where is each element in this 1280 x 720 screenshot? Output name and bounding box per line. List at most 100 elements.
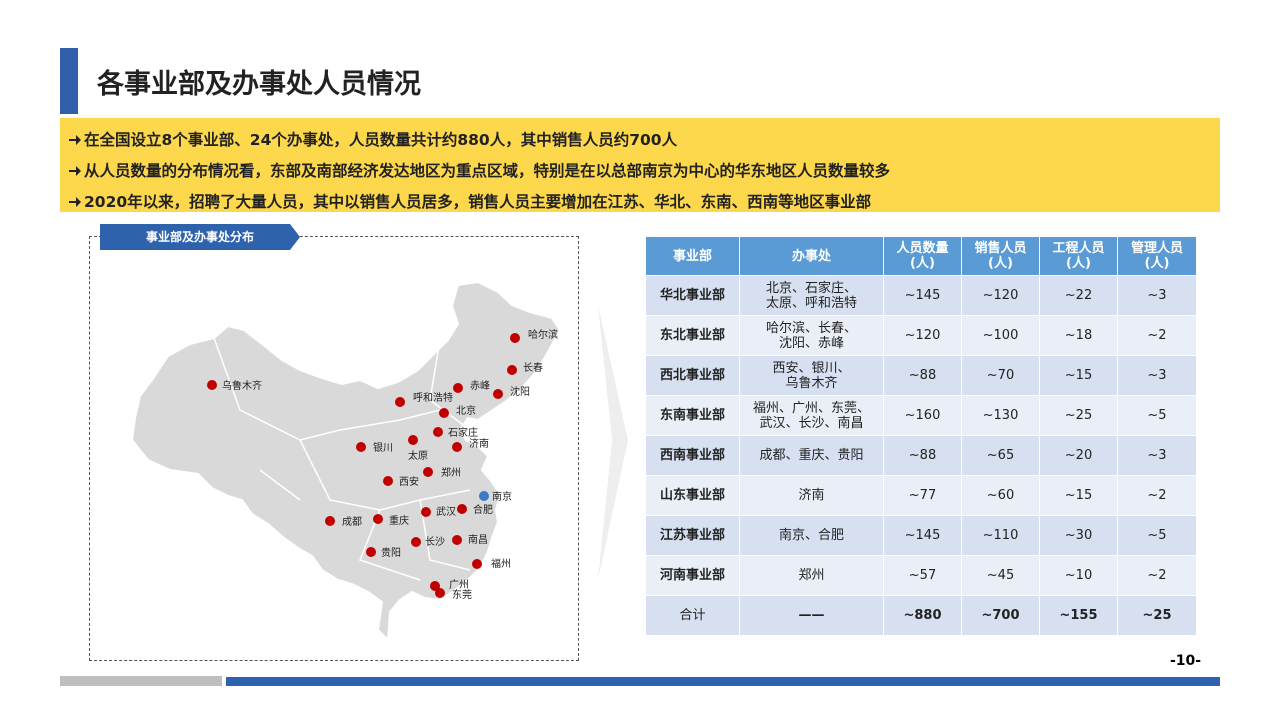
table-cell: ~700 bbox=[961, 595, 1040, 636]
city-dot bbox=[453, 383, 463, 393]
table-cell: 郑州 bbox=[739, 555, 884, 596]
cell-text: 西北事业部 bbox=[659, 368, 725, 383]
cell-text: (人) bbox=[1066, 256, 1091, 271]
cell-text: ~15 bbox=[1064, 368, 1093, 383]
cell-text: ~25 bbox=[1064, 408, 1093, 423]
table-cell: ~60 bbox=[961, 475, 1040, 516]
cell-text: 武汉、长沙、南昌 bbox=[759, 415, 864, 431]
city-label: 哈尔滨 bbox=[528, 328, 558, 341]
cell-text: 西安、银川、 bbox=[772, 360, 851, 376]
cell-text: ~30 bbox=[1064, 528, 1093, 543]
table-cell: ~2 bbox=[1117, 315, 1197, 356]
cell-text: 沈阳、赤峰 bbox=[778, 335, 844, 351]
table-cell: ~880 bbox=[883, 595, 962, 636]
city-label: 呼和浩特 bbox=[413, 392, 453, 404]
city-label: 长沙 bbox=[425, 536, 445, 548]
table-cell: ~3 bbox=[1117, 435, 1197, 476]
city-label: 武汉 bbox=[436, 505, 456, 518]
table-cell: 人员数量 (人) bbox=[883, 236, 962, 276]
table-cell: 西南事业部 bbox=[645, 435, 740, 476]
cell-text: 江苏事业部 bbox=[659, 528, 725, 543]
bullet-text: 从人员数量的分布情况看，东部及南部经济发达地区为重点区域，特别是在以总部南京为中… bbox=[84, 162, 891, 180]
cell-text: 事业部 bbox=[672, 248, 712, 264]
table-cell: ~10 bbox=[1039, 555, 1118, 596]
cell-text: ~5 bbox=[1147, 528, 1167, 543]
table-cell: ~5 bbox=[1117, 395, 1197, 436]
city-label: 重庆 bbox=[389, 514, 409, 527]
table-cell: ~5 bbox=[1117, 515, 1197, 556]
table-cell: 办事处 bbox=[739, 236, 884, 276]
cell-text: —— bbox=[798, 608, 825, 623]
title-bar bbox=[60, 48, 78, 114]
total-row: 合计 —— ~880 ~700 ~155 ~25 bbox=[645, 595, 1197, 636]
cell-text: ~145 bbox=[904, 288, 941, 303]
table-row: 江苏事业部 南京、合肥 ~145 ~110 ~30 ~5 bbox=[645, 515, 1197, 556]
cell-text: ~120 bbox=[982, 288, 1019, 303]
arrow-icon bbox=[69, 135, 81, 145]
cell-text: ~10 bbox=[1064, 568, 1093, 583]
cell-text: ~20 bbox=[1064, 448, 1093, 463]
table-cell: —— bbox=[739, 595, 884, 636]
cell-text: ~120 bbox=[904, 328, 941, 343]
table-cell: ~88 bbox=[883, 355, 962, 396]
bullet-text: 2020年以来，招聘了大量人员，其中以销售人员居多，销售人员主要增加在江苏、华北… bbox=[84, 193, 872, 211]
cell-text: ~22 bbox=[1064, 288, 1093, 303]
table-cell: 福州、广州、东莞、 武汉、长沙、南昌 bbox=[739, 395, 884, 436]
table-cell: ~145 bbox=[883, 515, 962, 556]
table-row: 东南事业部 福州、广州、东莞、 武汉、长沙、南昌 ~160 ~130 ~25 ~5 bbox=[645, 395, 1197, 436]
city-label: 赤峰 bbox=[470, 380, 490, 392]
table-cell: ~120 bbox=[961, 275, 1040, 316]
table-cell: ~120 bbox=[883, 315, 962, 356]
cell-text: ~88 bbox=[908, 368, 937, 383]
city-dot bbox=[433, 427, 443, 437]
city-dot bbox=[430, 581, 440, 591]
cell-text: 山东事业部 bbox=[659, 488, 725, 503]
table-cell: 济南 bbox=[739, 475, 884, 516]
cell-text: ~88 bbox=[908, 448, 937, 463]
cell-text: 华北事业部 bbox=[659, 288, 725, 303]
bullet-text: 在全国设立8个事业部、24个办事处，人员数量共计约880人，其中销售人员约700… bbox=[84, 131, 678, 149]
table-cell: ~155 bbox=[1039, 595, 1118, 636]
table-cell: ~57 bbox=[883, 555, 962, 596]
cell-text: ~700 bbox=[981, 608, 1020, 623]
cell-text: ~3 bbox=[1147, 368, 1167, 383]
table-cell: ~110 bbox=[961, 515, 1040, 556]
table-row: 西北事业部 西安、银川、 乌鲁木齐 ~88 ~70 ~15 ~3 bbox=[645, 355, 1197, 396]
cell-text: ~145 bbox=[904, 528, 941, 543]
table-cell: 事业部 bbox=[645, 236, 740, 276]
cell-text: ~25 bbox=[1142, 608, 1172, 623]
city-dot bbox=[408, 435, 418, 445]
bullet: 在全国设立8个事业部、24个办事处，人员数量共计约880人，其中销售人员约700… bbox=[68, 128, 677, 150]
cell-text: 北京、石家庄、 bbox=[765, 280, 857, 296]
cell-text: ~3 bbox=[1147, 288, 1167, 303]
city-label: 银川 bbox=[373, 441, 393, 454]
city-dot bbox=[507, 365, 517, 375]
table-cell: ~100 bbox=[961, 315, 1040, 356]
cell-text: ~155 bbox=[1059, 608, 1098, 623]
city-label: 合肥 bbox=[473, 503, 493, 516]
city-dot bbox=[423, 467, 433, 477]
city-label: 南昌 bbox=[468, 533, 488, 546]
cell-text: ~3 bbox=[1147, 448, 1167, 463]
city-dot bbox=[479, 491, 489, 501]
table-cell: 销售人员 (人) bbox=[961, 236, 1040, 276]
table-cell: 工程人员 (人) bbox=[1039, 236, 1118, 276]
city-label: 广州 bbox=[449, 579, 469, 591]
city-dot bbox=[439, 408, 449, 418]
cell-text: ~70 bbox=[986, 368, 1015, 383]
city-label: 石家庄 bbox=[448, 426, 478, 439]
city-label: 成都 bbox=[342, 516, 362, 528]
cell-text: 管理人员 bbox=[1130, 241, 1183, 256]
city-dot bbox=[373, 514, 383, 524]
table-cell: 河南事业部 bbox=[645, 555, 740, 596]
cell-text: ~110 bbox=[982, 528, 1019, 543]
city-dot bbox=[452, 535, 462, 545]
table-cell: 北京、石家庄、 太原、呼和浩特 bbox=[739, 275, 884, 316]
city-label: 济南 bbox=[469, 437, 489, 450]
city-label: 乌鲁木齐 bbox=[222, 379, 262, 392]
city-dot bbox=[452, 442, 462, 452]
footer-bar-blue bbox=[226, 677, 1220, 686]
cell-text: (人) bbox=[910, 256, 935, 271]
table-cell: 山东事业部 bbox=[645, 475, 740, 516]
